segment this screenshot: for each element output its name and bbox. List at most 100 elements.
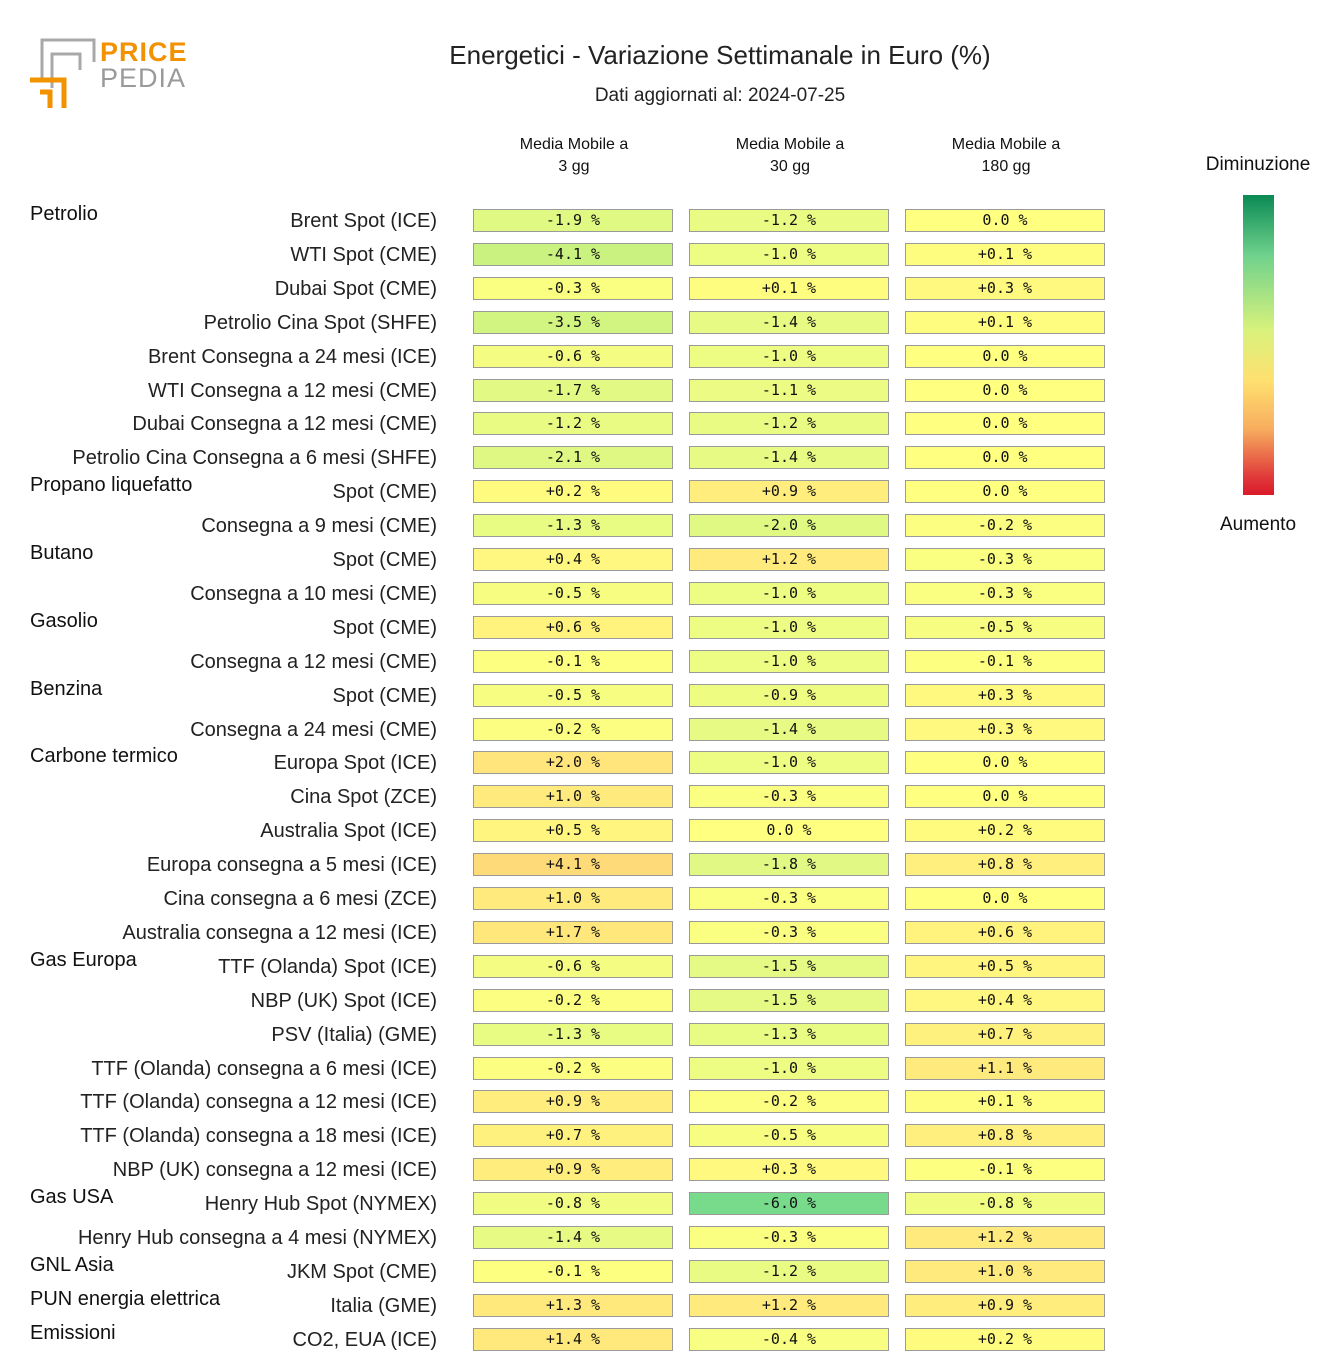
value-cell: -0.2 % <box>905 514 1105 538</box>
value-cell: -2.0 % <box>689 514 889 538</box>
value-cell: 0.0 % <box>905 887 1105 910</box>
row-label: TTF (Olanda) consegna a 12 mesi (ICE) <box>80 1091 437 1114</box>
value-cell: +0.4 % <box>473 548 673 571</box>
group-label: Gasolio <box>30 609 98 632</box>
chart-subtitle: Dati aggiornati al: 2024-07-25 <box>594 85 846 106</box>
value-cell: +0.1 % <box>905 242 1105 266</box>
value-cell: -1.7 % <box>473 378 673 402</box>
value-cell: -0.2 % <box>689 1090 889 1114</box>
row-label: WTI Consegna a 12 mesi (CME) <box>148 379 437 402</box>
row-label: Brent Spot (ICE) <box>290 210 437 232</box>
value-cell: +0.2 % <box>905 1327 1105 1351</box>
value-cell: -0.1 % <box>473 649 673 673</box>
value-cell: 0.0 % <box>905 480 1105 504</box>
value-cell: +1.2 % <box>689 548 889 571</box>
value-cell: -1.4 % <box>689 446 889 470</box>
value-cell: +1.0 % <box>905 1259 1105 1283</box>
group-label: PUN energia elettrica <box>30 1287 221 1310</box>
value-cell: +0.3 % <box>905 683 1105 707</box>
value-cell: +1.4 % <box>473 1327 673 1351</box>
column-header: Media Mobile a 3 gg <box>519 136 629 175</box>
pricepedia-logo: PRICE PEDIA <box>28 36 188 110</box>
group-label: Gas USA <box>30 1186 114 1209</box>
value-cell: -0.3 % <box>689 920 889 944</box>
value-cell: +0.6 % <box>905 920 1105 944</box>
row-label: Australia consegna a 12 mesi (ICE) <box>122 921 437 944</box>
value-cell: 0.0 % <box>905 751 1105 775</box>
value-cell: -1.3 % <box>473 1022 673 1046</box>
value-cell: -0.8 % <box>905 1192 1105 1216</box>
value-cell: -1.2 % <box>689 412 889 436</box>
value-cell: -0.8 % <box>473 1192 673 1216</box>
value-cell: +1.3 % <box>473 1293 673 1317</box>
value-cell: 0.0 % <box>689 819 889 843</box>
value-cell: 0.0 % <box>905 412 1105 436</box>
row-label: NBP (UK) consegna a 12 mesi (ICE) <box>112 1159 437 1182</box>
value-cell: -0.5 % <box>905 615 1105 639</box>
value-cell: +0.3 % <box>689 1158 889 1182</box>
row-label: Dubai Spot (CME) <box>274 277 437 300</box>
row-label: Consegna a 24 mesi (CME) <box>190 718 437 741</box>
value-cell: -0.9 % <box>689 683 889 707</box>
value-cell: +0.8 % <box>905 1124 1105 1148</box>
value-cell: 0.0 % <box>905 209 1105 232</box>
value-cell: +0.1 % <box>689 276 889 300</box>
value-cell: -3.5 % <box>473 310 673 334</box>
value-cell: -4.1 % <box>473 242 673 266</box>
value-cell: +0.3 % <box>905 276 1105 300</box>
value-cell: +0.9 % <box>473 1158 673 1182</box>
value-cell: -1.3 % <box>473 514 673 538</box>
value-cell: +1.7 % <box>473 920 673 944</box>
row-label: Europa consegna a 5 mesi (ICE) <box>146 854 437 877</box>
value-cell: 0.0 % <box>905 785 1105 809</box>
row-label: Spot (CME) <box>332 549 437 571</box>
value-cell: -1.3 % <box>689 1022 889 1046</box>
value-cell: +0.7 % <box>905 1022 1105 1046</box>
value-cell: -1.0 % <box>689 615 889 639</box>
value-cell: +1.0 % <box>473 887 673 910</box>
logo-pedia-text: PEDIA <box>100 63 187 93</box>
value-cell: -1.1 % <box>689 378 889 402</box>
value-cell: -1.4 % <box>689 717 889 741</box>
value-cell: -0.5 % <box>473 581 673 605</box>
column-header: Media Mobile a 30 gg <box>735 136 845 175</box>
row-label: Spot (CME) <box>332 616 437 639</box>
row-label: Petrolio Cina Consegna a 6 mesi (SHFE) <box>72 447 437 470</box>
value-cell: -0.3 % <box>905 581 1105 605</box>
row-label: CO2, EUA (ICE) <box>292 1328 437 1351</box>
row-label: TTF (Olanda) Spot (ICE) <box>218 955 437 978</box>
group-label: Propano liquefatto <box>30 474 193 497</box>
row-label: Petrolio Cina Spot (SHFE) <box>203 311 437 334</box>
value-cell: +1.1 % <box>905 1056 1105 1080</box>
row-label: Italia (GME) <box>330 1294 437 1317</box>
value-cell: -0.1 % <box>905 649 1105 673</box>
value-cell: -0.2 % <box>473 988 673 1012</box>
value-cell: -1.9 % <box>473 209 673 232</box>
group-label: Carbone termico <box>30 745 178 768</box>
row-label: Dubai Consegna a 12 mesi (CME) <box>132 413 437 436</box>
value-cell: +0.9 % <box>689 480 889 504</box>
value-cell: -6.0 % <box>689 1192 889 1216</box>
row-label: PSV (Italia) (GME) <box>271 1023 437 1046</box>
chart-title: Energetici - Variazione Settimanale in E… <box>449 40 991 70</box>
logo-price-text: PRICE <box>100 37 188 67</box>
value-cell: -0.6 % <box>473 954 673 978</box>
value-cell: -0.6 % <box>473 344 673 368</box>
value-cell: -1.0 % <box>689 751 889 775</box>
group-label: Emissioni <box>30 1321 116 1344</box>
row-label: Brent Consegna a 24 mesi (ICE) <box>147 345 437 368</box>
value-cell: -1.2 % <box>689 1259 889 1283</box>
value-cell: -1.5 % <box>689 988 889 1012</box>
value-cell: +0.8 % <box>905 853 1105 877</box>
value-cell: -1.4 % <box>689 310 889 334</box>
value-cell: -0.3 % <box>689 887 889 910</box>
value-cell: 0.0 % <box>905 344 1105 368</box>
value-cell: +0.2 % <box>905 819 1105 843</box>
value-cell: -0.4 % <box>689 1327 889 1351</box>
value-cell: 0.0 % <box>905 378 1105 402</box>
value-cell: -0.3 % <box>473 276 673 300</box>
value-cell: -1.4 % <box>473 1226 673 1249</box>
group-label: Petrolio <box>30 203 98 225</box>
value-cell: -0.1 % <box>905 1158 1105 1182</box>
row-label: Consegna a 9 mesi (CME) <box>201 515 437 538</box>
